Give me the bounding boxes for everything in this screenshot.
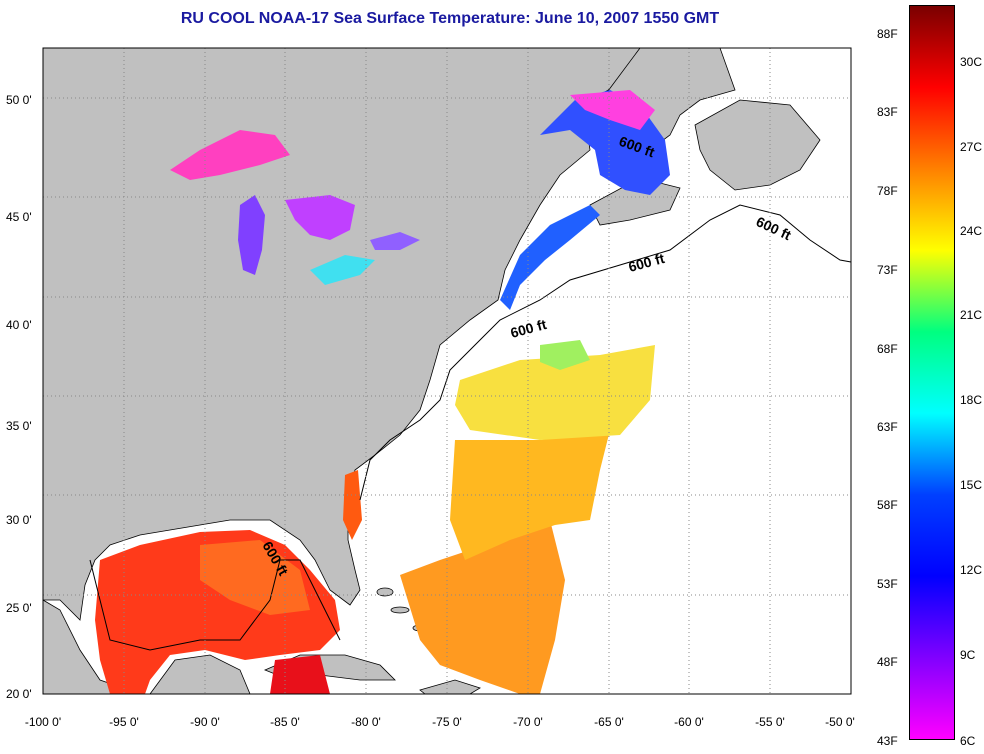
sst-caribbean — [270, 655, 330, 694]
sea-surface-temperature-map: 600 ft 600 ft 600 ft 600 ft 600 ft 20 0'… — [6, 47, 855, 729]
lat-tick-label: 50 0' — [6, 93, 32, 107]
lon-tick-label: -90 0' — [190, 715, 220, 729]
colorbar-fahrenheit-label: 63F — [877, 420, 898, 434]
colorbar-fahrenheit-label: 83F — [877, 105, 898, 119]
colorbar-celsius-label: 6C — [960, 734, 976, 748]
colorbar-fahrenheit-label: 58F — [877, 498, 898, 512]
colorbar-celsius-label: 21C — [960, 308, 983, 322]
lon-tick-label: -55 0' — [755, 715, 785, 729]
land-masses — [42, 47, 821, 695]
colorbar-celsius-label: 24C — [960, 224, 983, 238]
lon-tick-label: -100 0' — [25, 715, 61, 729]
colorbar-fahrenheit-label: 53F — [877, 577, 898, 591]
colorbar-fahrenheit-label: 68F — [877, 342, 898, 356]
lat-tick-label: 45 0' — [6, 210, 32, 224]
colorbar-fahrenheit-label: 73F — [877, 263, 898, 277]
sst-lake-huron — [285, 195, 355, 240]
sst-lake-superior — [170, 130, 290, 180]
sst-atlantic-swath-south — [400, 520, 565, 694]
sst-florida-strip — [343, 470, 362, 540]
sst-lake-ontario — [370, 232, 420, 250]
sst-lake-erie — [310, 255, 375, 285]
colorbar-fahrenheit-label: 78F — [877, 184, 898, 198]
lat-tick-label: 25 0' — [6, 601, 32, 615]
bahamas-island — [376, 587, 394, 597]
lon-tick-label: -50 0' — [825, 715, 855, 729]
sst-gulf-patch — [200, 540, 310, 615]
map-frame — [42, 47, 852, 695]
sst-atlantic-swath-north — [455, 345, 655, 440]
lon-tick-label: -75 0' — [432, 715, 462, 729]
colorbar-fahrenheit-label: 88F — [877, 27, 898, 41]
sst-lake-michigan — [238, 195, 265, 275]
colorbar-fahrenheit-label: 43F — [877, 734, 898, 748]
lon-tick-label: -70 0' — [513, 715, 543, 729]
lon-tick-label: -95 0' — [109, 715, 139, 729]
colorbar-celsius-label: 9C — [960, 648, 976, 662]
lat-tick-label: 30 0' — [6, 513, 32, 527]
newfoundland-landmass — [694, 99, 821, 191]
lon-tick-label: -60 0' — [674, 715, 704, 729]
sst-data — [95, 90, 670, 694]
sst-atlantic-swath-mid — [450, 430, 610, 560]
lon-tick-label: -65 0' — [594, 715, 624, 729]
colorbar-celsius-label: 15C — [960, 478, 983, 492]
colorbar-celsius-label: 12C — [960, 563, 983, 577]
hispaniola-landmass — [419, 679, 481, 695]
isobath-atlantic — [359, 204, 852, 501]
sst-atlantic-green-patch — [540, 340, 590, 370]
colorbar-celsius-label: 30C — [960, 55, 983, 69]
page-title: RU COOL NOAA-17 Sea Surface Temperature:… — [180, 10, 720, 27]
lat-tick-label: 35 0' — [6, 419, 32, 433]
lat-tick-label: 20 0' — [6, 687, 32, 701]
colorbar-celsius-label: 18C — [960, 393, 983, 407]
colorbar-celsius-label: 27C — [960, 140, 983, 154]
isobath-contour — [89, 204, 852, 651]
lat-tick-label: 40 0' — [6, 318, 32, 332]
graticule — [43, 48, 851, 694]
temperature-colorbar — [909, 5, 955, 740]
lon-tick-label: -85 0' — [270, 715, 300, 729]
lon-tick-label: -80 0' — [351, 715, 381, 729]
sst-gulf-of-maine — [500, 205, 600, 310]
sst-st-lawrence-magenta — [570, 90, 655, 130]
colorbar-fahrenheit-label: 48F — [877, 655, 898, 669]
bahamas-island — [390, 606, 410, 614]
isobath-gulf — [89, 559, 341, 651]
